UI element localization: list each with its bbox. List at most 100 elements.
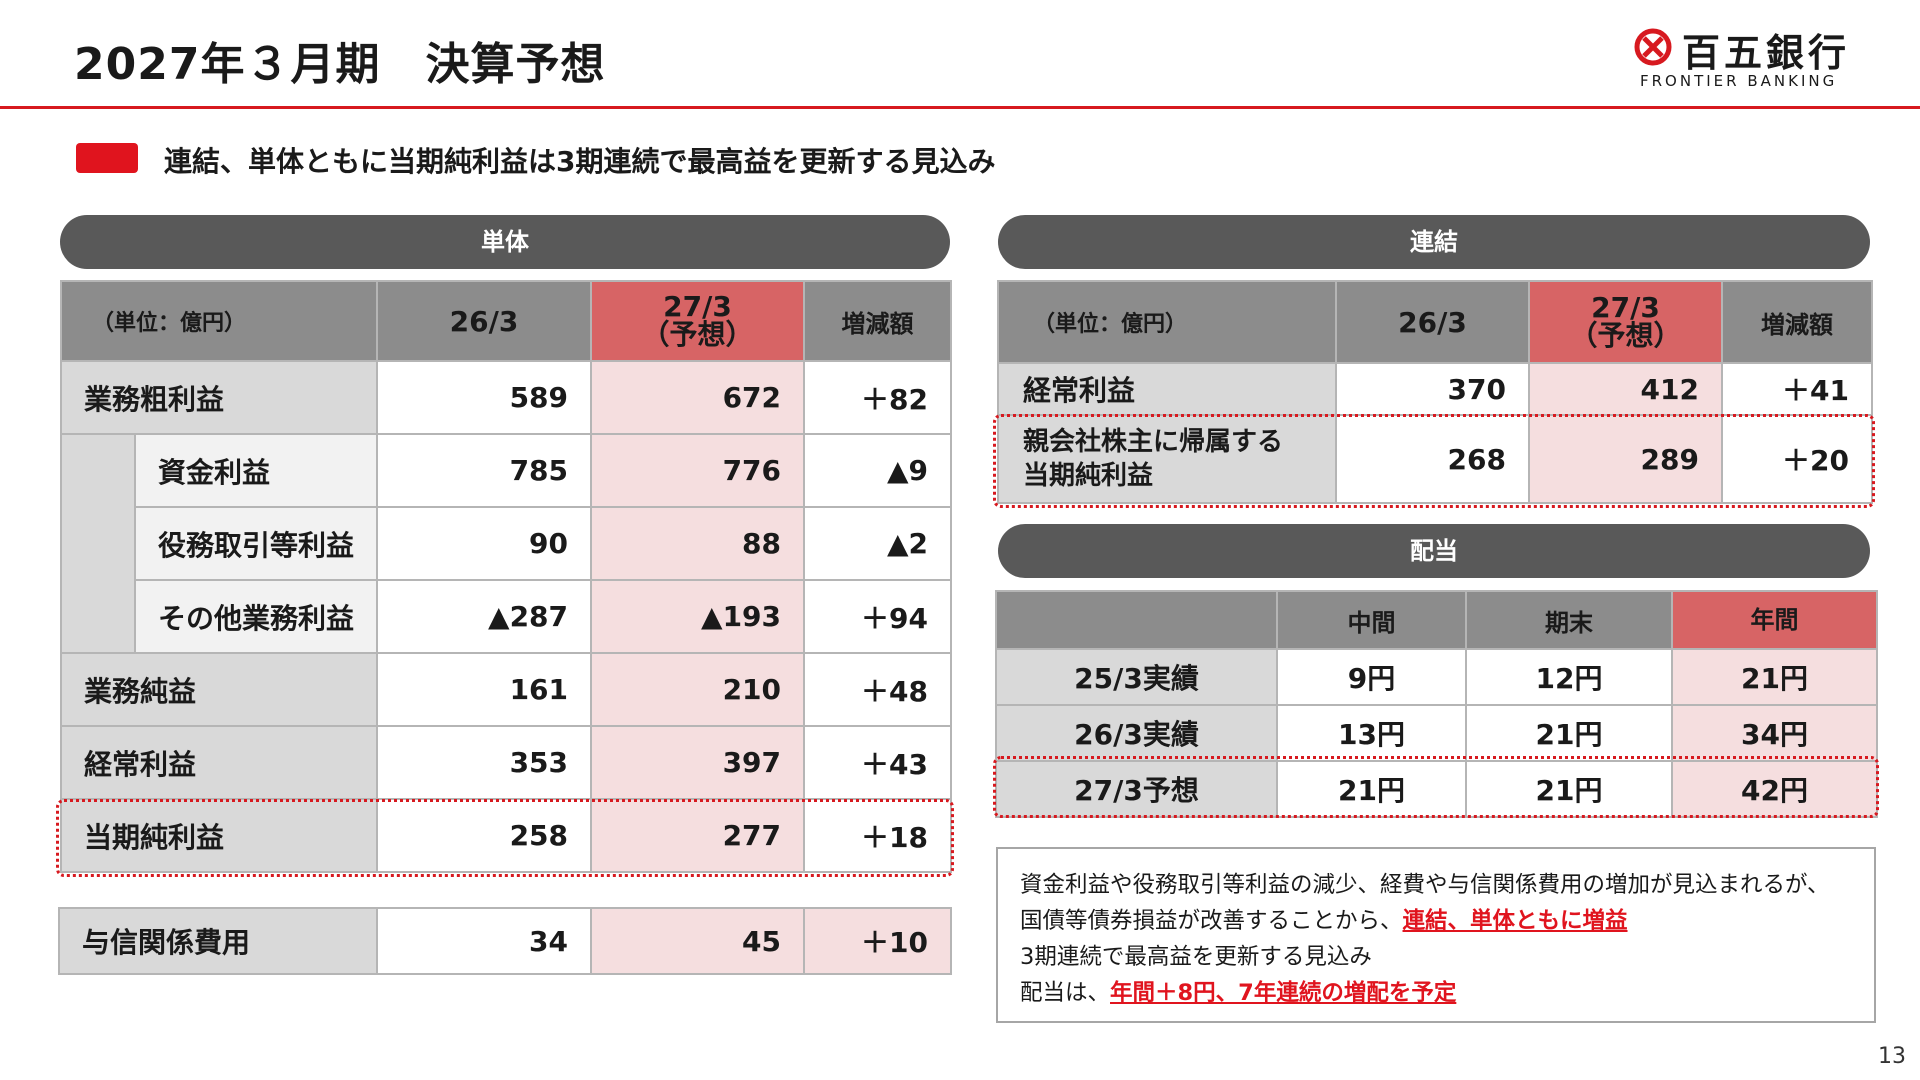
value-27-3: 412 (1528, 362, 1723, 416)
value-27-3: 45 (590, 907, 805, 975)
value-26-3: 161 (376, 652, 593, 727)
row-label: 経常利益 (59, 725, 379, 800)
dividend-section-header: 配当 (998, 524, 1870, 578)
value-26-3: 34 (376, 907, 592, 975)
table-row: 業務粗利益 589 672 ＋82 (59, 360, 953, 435)
col-header-interim: 中間 (1276, 590, 1467, 650)
value-26-3: 90 (376, 506, 593, 581)
value-26-3: 785 (376, 433, 593, 508)
row-label: 親会社株主に帰属する 当期純利益 (997, 414, 1337, 504)
value-27-3: 277 (590, 798, 806, 873)
col-header-annual: 年間 (1671, 590, 1878, 650)
col-header-26-3: 26/3 (376, 280, 593, 362)
table-row: 与信関係費用 34 45 ＋10 (58, 907, 952, 975)
value-27-3: 289 (1528, 414, 1723, 504)
value-26-3: 268 (1335, 414, 1530, 504)
value-interim: 9円 (1276, 648, 1467, 706)
note-text: 3期連続で最高益を更新する見込み (1020, 944, 1372, 970)
tantai-section-header: 単体 (60, 215, 950, 269)
row-label: その他業務利益 (133, 579, 379, 654)
page-title: 2027年３月期 決算予想 (74, 39, 606, 90)
col-header-year-end: 期末 (1465, 590, 1673, 650)
value-change: ＋43 (803, 725, 953, 800)
logo-subtext: FRONTIER BANKING (1640, 72, 1838, 90)
value-change: ＋94 (803, 579, 953, 654)
title-divider (0, 106, 1920, 109)
value-change: ＋20 (1721, 414, 1873, 504)
dividend-table: 中間 期末 年間 25/3実績 9円 12円 21円 26/3実績 13円 21… (995, 590, 1878, 818)
page-number: 13 (1878, 1044, 1906, 1069)
logo-text: 百五銀行 (1682, 31, 1851, 75)
table-row: 役務取引等利益 90 88 ▲2 (61, 506, 953, 581)
row-label: 役務取引等利益 (133, 506, 379, 581)
note-text: 資金利益や役務取引等利益の減少、経費や与信関係費用の増加が見込まれるが、国債等債… (1020, 872, 1830, 934)
value-interim: 21円 (1276, 760, 1467, 818)
summary-note: 資金利益や役務取引等利益の減少、経費や与信関係費用の増加が見込まれるが、国債等債… (996, 847, 1876, 1023)
bank-logo: 百五銀行 FRONTIER BANKING (1634, 26, 1874, 96)
value-26-3: 589 (376, 360, 593, 435)
table-row: 27/3予想 21円 21円 42円 (995, 760, 1878, 818)
unit-label: （単位：億円） (59, 280, 379, 362)
col-header-27-3-forecast: 27/3 （予想） (590, 280, 806, 362)
table-row: 経常利益 353 397 ＋43 (59, 725, 953, 800)
logo-mark-icon (1634, 28, 1672, 66)
highlight-consolidated-net-income (993, 414, 1875, 508)
value-26-3: 258 (376, 798, 593, 873)
value-27-3: 776 (590, 433, 806, 508)
subtitle-marker (76, 143, 138, 173)
row-label: 業務純益 (59, 652, 379, 727)
table-row: 資金利益 785 776 ▲9 (60, 433, 953, 654)
col-header-27-3-forecast: 27/3 （予想） (1528, 280, 1723, 364)
table-row: 業務純益 161 210 ＋48 (59, 652, 953, 727)
value-annual: 21円 (1671, 648, 1878, 706)
row-label: 業務粗利益 (59, 360, 379, 435)
corner-cell (995, 590, 1278, 650)
row-label: 資金利益 (133, 433, 379, 508)
value-27-3: 397 (590, 725, 806, 800)
value-change: ▲9 (803, 433, 953, 508)
value-26-3: 353 (376, 725, 593, 800)
tantai-table: （単位：億円） 26/3 27/3 （予想） 増減額 業務粗利益 589 672… (59, 280, 953, 873)
row-label: 25/3実績 (995, 648, 1278, 706)
table-row: その他業務利益 ▲287 ▲193 ＋94 (61, 579, 953, 654)
col-header-26-3: 26/3 (1335, 280, 1530, 364)
row-label: 経常利益 (997, 362, 1337, 416)
table-row: 親会社株主に帰属する 当期純利益 268 289 ＋20 (997, 414, 1873, 504)
value-change: ＋41 (1721, 362, 1873, 416)
value-interim: 13円 (1276, 704, 1467, 762)
value-annual: 34円 (1671, 704, 1878, 762)
highlight-net-income (56, 799, 954, 877)
renketsu-table: （単位：億円） 26/3 27/3 （予想） 増減額 経常利益 370 412 … (997, 280, 1873, 504)
value-27-3: 88 (590, 506, 806, 581)
value-26-3: ▲287 (376, 579, 593, 654)
table-row: 26/3実績 13円 21円 34円 (995, 704, 1878, 762)
unit-label: （単位：億円） (997, 280, 1337, 364)
subtitle: 連結、単体ともに当期純利益は3期連続で最高益を更新する見込み (164, 145, 996, 178)
renketsu-section-header: 連結 (998, 215, 1870, 269)
value-27-3: ▲193 (590, 579, 806, 654)
value-year-end: 21円 (1465, 704, 1673, 762)
table-row: 25/3実績 9円 12円 21円 (995, 648, 1878, 706)
highlight-dividend-forecast (993, 756, 1879, 818)
indent-spacer (60, 433, 136, 654)
value-year-end: 21円 (1465, 760, 1673, 818)
value-change: ＋18 (803, 798, 953, 873)
row-label: 当期純利益 (59, 798, 379, 873)
note-highlight: 年間＋8円、7年連続の増配を予定 (1110, 980, 1457, 1006)
row-label: 与信関係費用 (58, 907, 378, 975)
col-header-change: 増減額 (803, 280, 953, 362)
table-row: 経常利益 370 412 ＋41 (997, 362, 1873, 416)
value-change: ＋10 (803, 907, 952, 975)
row-label: 26/3実績 (995, 704, 1278, 762)
note-highlight: 連結、単体ともに増益 (1402, 908, 1628, 934)
value-year-end: 12円 (1465, 648, 1673, 706)
value-27-3: 672 (590, 360, 806, 435)
col-header-change: 増減額 (1721, 280, 1873, 364)
table-row: 当期純利益 258 277 ＋18 (59, 798, 953, 873)
value-change: ＋82 (803, 360, 953, 435)
value-change: ▲2 (803, 506, 953, 581)
note-text: 配当は、 (1020, 980, 1111, 1006)
value-27-3: 210 (590, 652, 806, 727)
value-change: ＋48 (803, 652, 953, 727)
value-26-3: 370 (1335, 362, 1530, 416)
